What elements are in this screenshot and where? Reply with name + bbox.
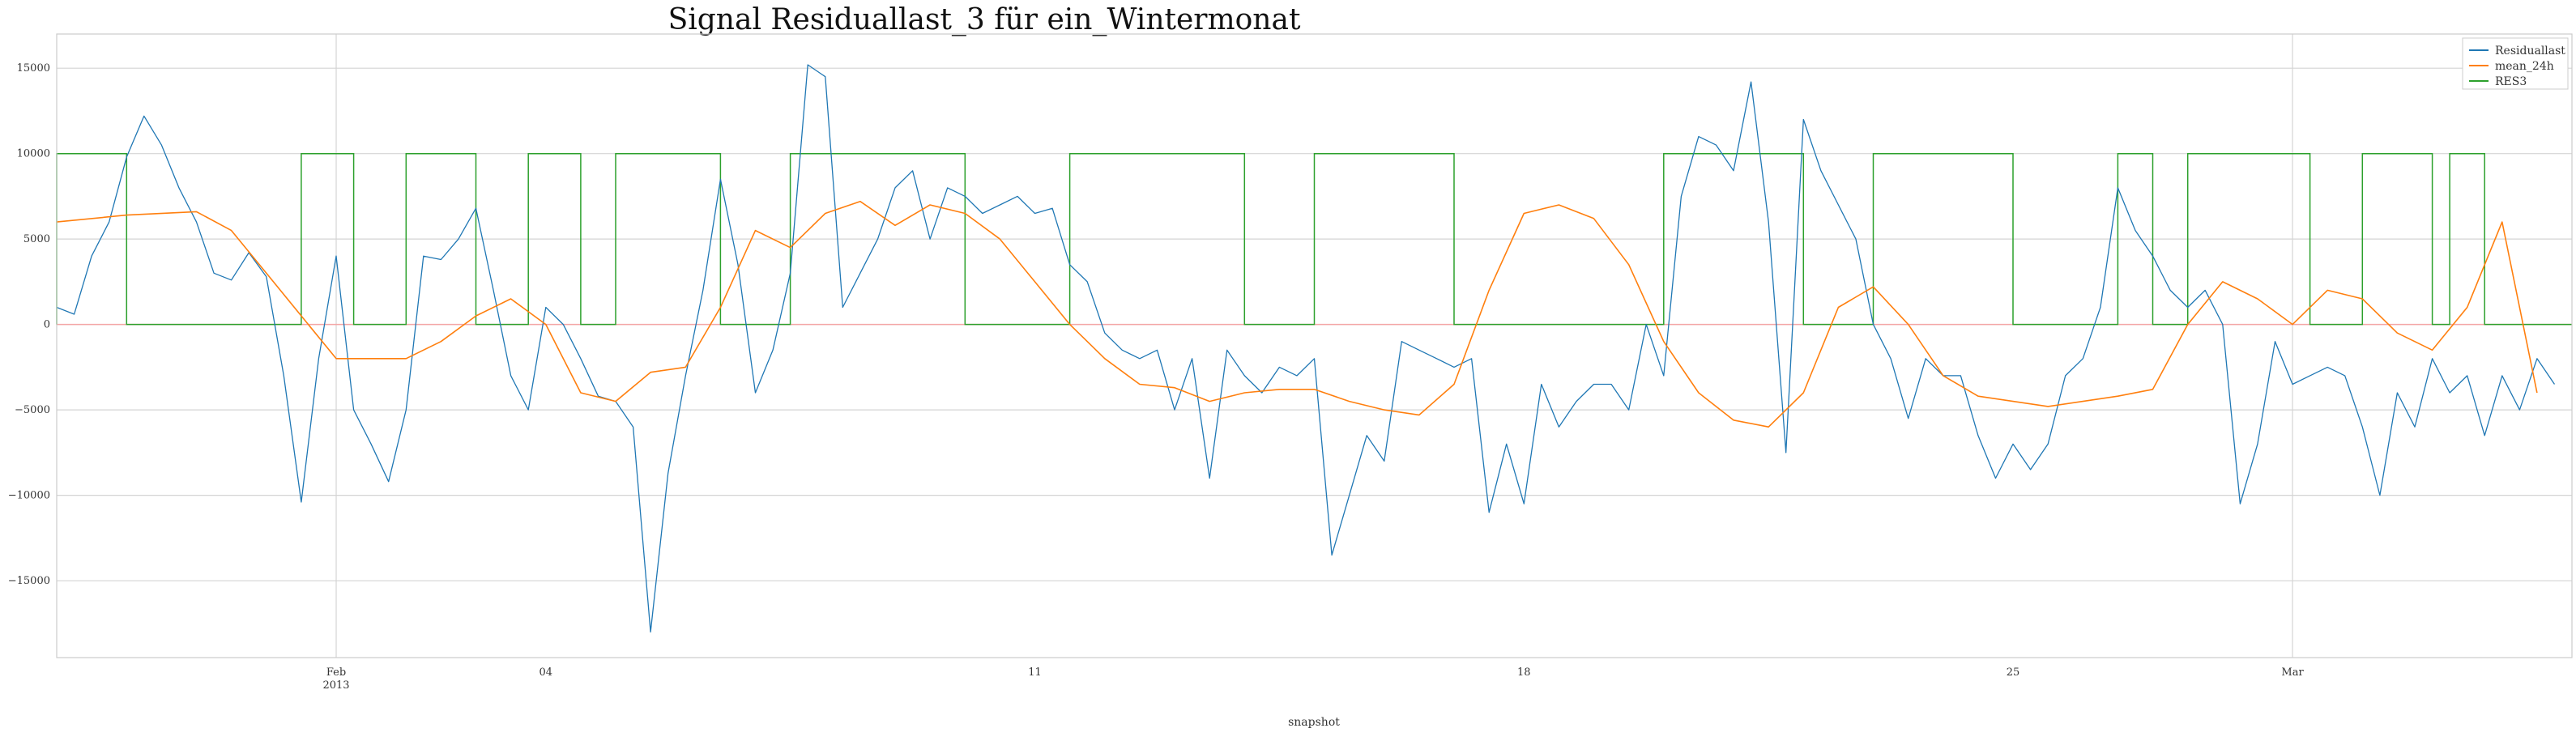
legend-label: mean_24h xyxy=(2495,60,2554,73)
x-tick-label: 04 xyxy=(539,666,552,679)
x-tick-label: 11 xyxy=(1028,666,1042,679)
x-tick-label: Mar xyxy=(2281,666,2304,679)
x-tick-sublabel: 2013 xyxy=(322,679,349,692)
y-tick-label: −15000 xyxy=(8,575,50,587)
chart-title: Signal Residuallast_3 für ein_Wintermona… xyxy=(668,3,1301,36)
legend: Residuallast mean_24h RES3 xyxy=(2462,37,2569,90)
series-line-residuallast xyxy=(56,64,2556,633)
y-axis: 15000 10000 5000 0 −5000 −10000 −15000 xyxy=(8,62,50,587)
x-axis-label: snapshot xyxy=(1288,716,1340,729)
series-layer xyxy=(56,64,2572,633)
x-tick-label: 25 xyxy=(2007,666,2020,679)
legend-label: Residuallast xyxy=(2495,45,2565,57)
y-tick-label: 15000 xyxy=(17,62,50,75)
y-tick-label: 0 xyxy=(44,319,50,331)
y-tick-label: −10000 xyxy=(8,490,50,502)
x-tick-label: Feb xyxy=(326,666,346,679)
y-tick-label: 10000 xyxy=(17,148,50,160)
legend-label: RES3 xyxy=(2495,75,2527,88)
series-line-mean-24h xyxy=(56,200,2538,428)
series-line-res3 xyxy=(56,152,2572,326)
y-tick-label: −5000 xyxy=(15,404,50,416)
plot-frame xyxy=(56,33,2573,658)
y-tick-label: 5000 xyxy=(23,233,50,245)
x-tick-label: 18 xyxy=(1517,666,1531,679)
